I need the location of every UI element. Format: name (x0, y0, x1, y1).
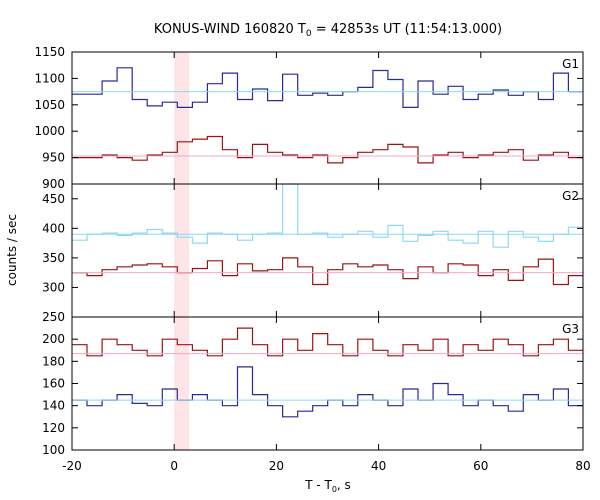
y-tick-label: 1050 (34, 98, 65, 112)
series-blue-g3 (72, 366, 583, 418)
x-axis-label: T - T0, s (304, 478, 351, 494)
x-tick-label: 80 (575, 459, 590, 473)
series-red-g3 (72, 327, 583, 357)
panel-label-g3: G3 (562, 322, 579, 336)
x-tick-label: 0 (170, 459, 178, 473)
y-tick-label: 120 (42, 421, 65, 435)
y-tick-label: 950 (42, 151, 65, 165)
x-tick-label: -20 (62, 459, 82, 473)
series-red-g1 (72, 135, 583, 164)
y-tick-label: 200 (42, 332, 65, 346)
series-red-g2 (72, 257, 583, 286)
y-tick-label: 140 (42, 399, 65, 413)
y-tick-label: 300 (42, 280, 65, 294)
highlight-band (174, 52, 190, 450)
y-tick-label: 350 (42, 251, 65, 265)
chart-title: KONUS-WIND 160820 T0 = 42853s UT (11:54:… (154, 22, 502, 39)
y-tick-label: 160 (42, 377, 65, 391)
y-tick-label: 900 (42, 177, 65, 191)
series-cyan-g2 (72, 183, 583, 248)
panel-label-g2: G2 (562, 189, 579, 203)
series-blue-g1 (72, 67, 583, 108)
x-tick-label: 60 (473, 459, 488, 473)
y-tick-label: 400 (42, 221, 65, 235)
y-tick-label: 450 (42, 192, 65, 206)
y-tick-label: 180 (42, 354, 65, 368)
x-tick-label: 20 (269, 459, 284, 473)
panel-label-g1: G1 (562, 57, 579, 71)
y-axis-label: counts / sec (5, 214, 19, 286)
y-tick-label: 1150 (34, 45, 65, 59)
y-tick-label: 100 (42, 443, 65, 457)
y-tick-label: 1000 (34, 124, 65, 138)
y-tick-label: 250 (42, 310, 65, 324)
y-tick-label: 1100 (34, 71, 65, 85)
x-tick-label: 40 (371, 459, 386, 473)
